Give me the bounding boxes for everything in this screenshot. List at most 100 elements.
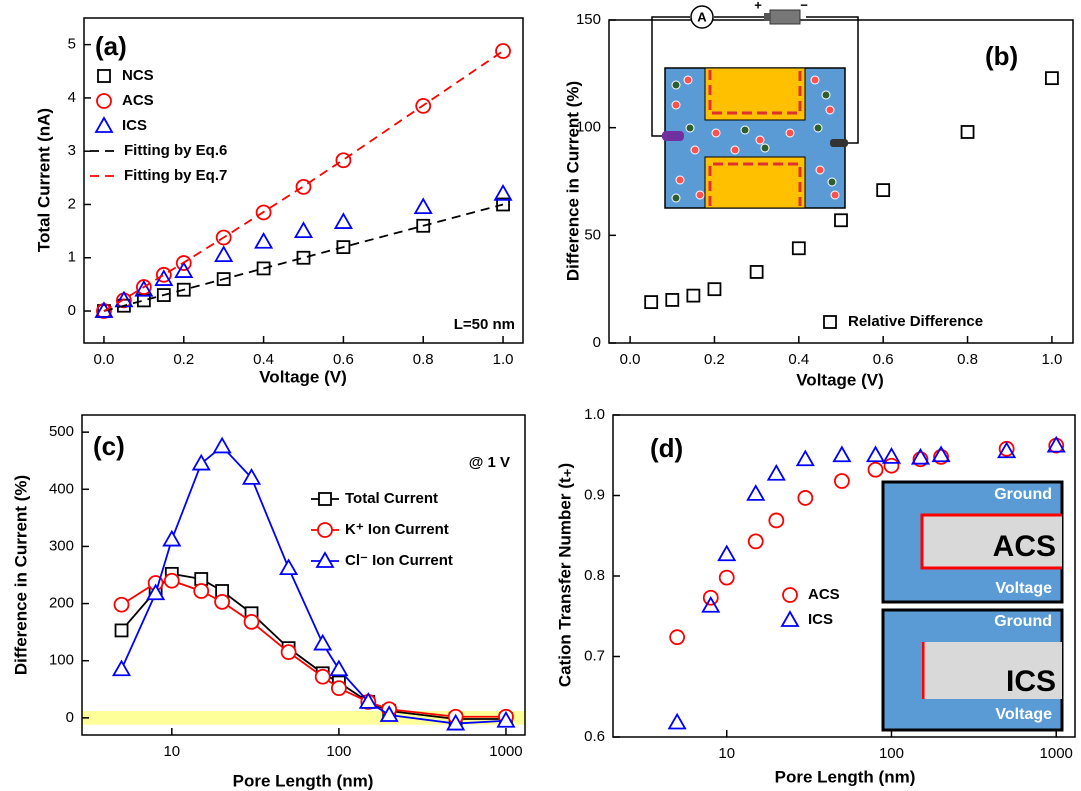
ammeter xyxy=(690,5,714,29)
marker-circle xyxy=(214,593,231,610)
marker-triangle xyxy=(174,261,194,278)
x-tick-label: 1.0 xyxy=(1041,351,1062,368)
marker-square xyxy=(960,125,975,139)
marker-circle xyxy=(912,451,929,468)
marker-circle xyxy=(96,93,112,109)
marker-circle xyxy=(163,572,180,589)
legend-label: ICS xyxy=(808,611,833,628)
marker-circle xyxy=(317,522,333,538)
legend-label: Fitting by Eq.6 xyxy=(124,142,227,159)
ground-label: Ground xyxy=(994,486,1052,503)
x-axis-title: Pore Length (nm) xyxy=(233,771,374,790)
marker-circle xyxy=(155,266,172,283)
annotation: (c) xyxy=(93,431,125,461)
marker-square xyxy=(876,183,891,198)
marker-triangle xyxy=(279,558,299,576)
marker-triangle xyxy=(254,231,274,249)
marker-square xyxy=(1045,71,1059,86)
x-tick-label: 0.4 xyxy=(788,351,809,368)
x-tick-label: 0.2 xyxy=(173,351,194,368)
marker-triangle xyxy=(910,447,931,465)
marker-square xyxy=(318,492,332,506)
marker-square xyxy=(256,261,271,276)
marker-circle xyxy=(280,644,297,661)
plot-frame xyxy=(81,414,526,736)
marker-circle xyxy=(883,457,900,474)
series-line xyxy=(120,572,506,720)
marker-triangle xyxy=(293,221,314,239)
marker-circle xyxy=(243,613,260,630)
marker-square xyxy=(644,295,659,309)
marker-circle xyxy=(415,98,432,114)
marker-circle xyxy=(833,473,850,489)
voltage-label: Voltage xyxy=(995,580,1052,597)
series-line xyxy=(103,50,504,312)
electrode xyxy=(830,139,848,147)
marker-triangle xyxy=(766,463,786,481)
x-tick-label: 0.0 xyxy=(620,351,641,368)
x-tick-label: 1.0 xyxy=(493,351,514,368)
acs-pore xyxy=(921,515,1062,568)
marker-circle xyxy=(495,43,511,59)
inset-circuit: A + − xyxy=(651,0,859,209)
acs-charge xyxy=(920,513,1062,570)
x-axis-title: Pore Length (nm) xyxy=(775,767,916,786)
marker-triangle xyxy=(315,551,335,568)
y-tick-label: 0.6 xyxy=(584,728,605,745)
battery-minus: − xyxy=(800,0,808,12)
annotation: @ 1 V xyxy=(469,454,510,471)
marker-triangle xyxy=(191,453,211,471)
marker-triangle xyxy=(746,484,766,501)
marker-square xyxy=(686,288,701,303)
legend-label: ICS xyxy=(122,117,147,134)
legend-label: Fitting by Eq.7 xyxy=(124,167,227,184)
x-tick-label: 100 xyxy=(326,743,351,760)
y-tick-label: 3 xyxy=(68,142,76,159)
x-axis-title: Voltage (V) xyxy=(796,370,884,389)
y-tick-label: 5 xyxy=(68,36,76,53)
electrode xyxy=(662,131,684,141)
legend-label: ACS xyxy=(122,92,154,109)
y-tick-label: 50 xyxy=(584,226,601,243)
marker-circle xyxy=(702,589,719,606)
marker-circle xyxy=(215,229,232,246)
marker-triangle xyxy=(379,705,399,722)
legend-label: NCS xyxy=(122,67,154,84)
y-tick-label: 150 xyxy=(576,11,601,28)
y-tick-label: 0.8 xyxy=(584,567,605,584)
y-tick-label: 300 xyxy=(49,537,74,554)
y-tick-label: 100 xyxy=(576,119,601,136)
y-axis-title: Total Current (nA) xyxy=(34,108,53,252)
marker-triangle xyxy=(780,610,800,627)
annotation: L=50 nm xyxy=(454,316,515,333)
y-axis-title: Difference in Current (%) xyxy=(563,81,582,281)
ics-pore xyxy=(921,642,1062,699)
marker-triangle xyxy=(832,445,852,463)
ammeter-label: A xyxy=(697,9,707,24)
marker-triangle xyxy=(717,544,737,562)
legend-label: ACS xyxy=(808,586,840,603)
marker-circle xyxy=(933,448,949,465)
x-tick-label: 10 xyxy=(718,745,735,762)
y-tick-label: 200 xyxy=(49,595,74,612)
marker-triangle xyxy=(865,445,886,463)
y-tick-label: 400 xyxy=(49,480,74,497)
marker-triangle xyxy=(1046,435,1066,453)
marker-triangle xyxy=(701,595,721,613)
charged-surface xyxy=(708,70,802,206)
marker-triangle xyxy=(446,713,466,731)
marker-circle xyxy=(718,569,735,586)
wire xyxy=(651,16,859,144)
marker-triangle xyxy=(667,712,687,730)
marker-circle xyxy=(330,680,347,697)
battery xyxy=(769,9,801,25)
panel: 0.0 0.2 0.4 0.6 0.8 1.0 0 50 100 150 Voltage (V) Di… xyxy=(563,11,1074,389)
y-tick-label: 0 xyxy=(68,302,76,319)
y-axis-title: Difference in Current (%) xyxy=(11,475,30,675)
x-tick-label: 1000 xyxy=(489,743,522,760)
marker-square xyxy=(834,213,848,228)
y-tick-label: 1 xyxy=(68,249,76,266)
marker-triangle xyxy=(212,436,232,454)
marker-triangle xyxy=(134,279,154,297)
marker-circle xyxy=(747,533,764,550)
